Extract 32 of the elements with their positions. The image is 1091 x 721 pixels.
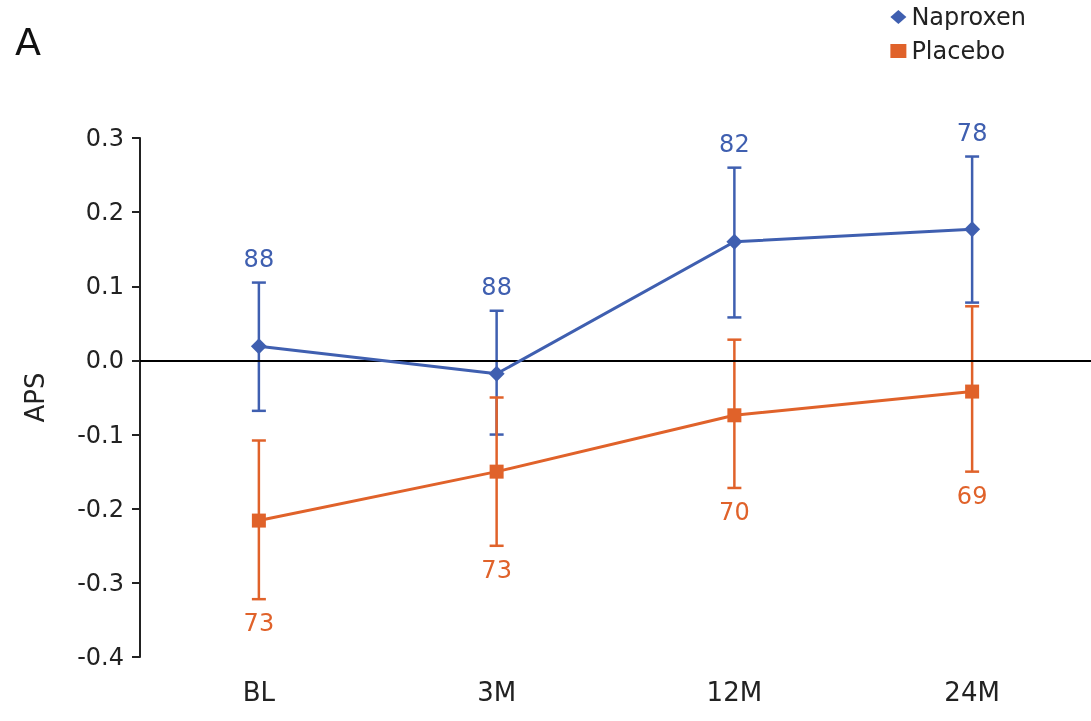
x-tick-label: BL — [242, 677, 276, 707]
y-tick-label: 0.1 — [85, 272, 124, 301]
point — [965, 384, 980, 399]
y-tick-label: 0.0 — [85, 346, 124, 375]
x-tick-label: 12M — [706, 677, 763, 707]
y-axis-title: APS — [20, 372, 50, 423]
point — [250, 338, 267, 355]
y-tick-label: -0.1 — [77, 420, 124, 449]
point — [726, 233, 743, 250]
y-tick-label: 0.2 — [85, 198, 124, 227]
legend-label: Placebo — [911, 37, 1006, 65]
annotation: 88 — [481, 272, 512, 301]
annotation: 70 — [719, 497, 750, 526]
y-tick-label: -0.2 — [77, 494, 124, 523]
annotation: 78 — [956, 118, 988, 147]
annotation: 88 — [243, 244, 275, 273]
point — [964, 221, 981, 238]
annotation: 73 — [481, 555, 512, 584]
annotation: 69 — [956, 481, 988, 510]
legend-label: Naproxen — [911, 3, 1026, 31]
x-tick-label: 3M — [477, 677, 517, 707]
point — [488, 365, 505, 382]
point — [489, 464, 504, 479]
point — [727, 408, 742, 423]
annotation: 73 — [243, 609, 275, 638]
y-tick-label: -0.3 — [77, 568, 124, 597]
x-tick-label: 24M — [944, 677, 1000, 707]
chart-title: A — [15, 20, 41, 64]
y-tick-label: -0.4 — [77, 643, 124, 671]
y-tick-label: 0.3 — [85, 124, 124, 152]
point — [251, 513, 266, 528]
annotation: 82 — [719, 129, 750, 158]
